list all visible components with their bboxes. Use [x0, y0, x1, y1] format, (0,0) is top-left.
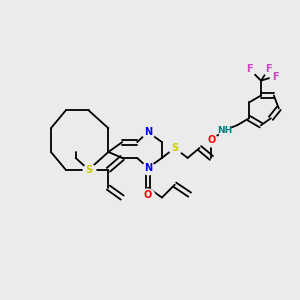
Text: N: N: [144, 127, 152, 137]
Text: F: F: [266, 64, 272, 74]
Text: NH: NH: [217, 126, 232, 135]
Text: N: N: [144, 163, 152, 173]
Text: F: F: [246, 64, 252, 74]
Text: F: F: [272, 72, 279, 82]
Text: O: O: [207, 135, 216, 145]
Text: S: S: [171, 143, 178, 153]
Text: S: S: [85, 165, 92, 175]
Text: O: O: [144, 190, 152, 200]
